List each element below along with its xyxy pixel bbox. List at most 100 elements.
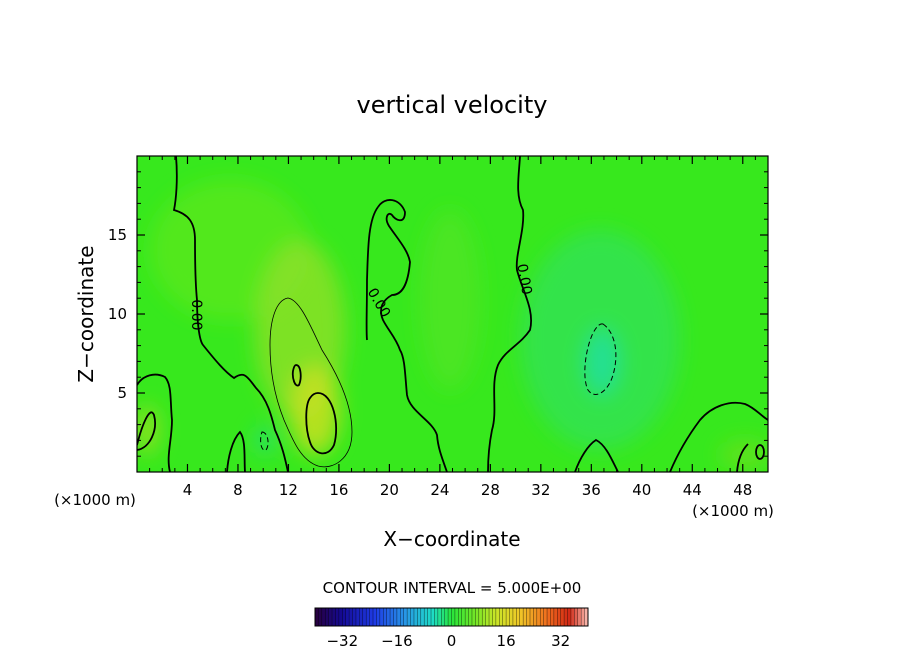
colorbar-cell: [349, 608, 353, 626]
colorbar-cell: [362, 608, 367, 626]
colorbar-cell: [338, 608, 343, 626]
x-tick-label: 24: [430, 481, 449, 499]
colorbar-cell: [523, 608, 527, 626]
colorbar-cell: [342, 608, 347, 626]
shading-right-corner: [720, 440, 768, 470]
colorbar-cell: [383, 608, 387, 626]
colorbar-cell: [386, 608, 391, 626]
y-axis-unit: (×1000 m): [54, 491, 136, 509]
colorbar-cell: [574, 608, 579, 626]
colorbar-cell: [475, 608, 480, 626]
colorbar-cell: [512, 608, 517, 626]
colorbar-cell: [417, 608, 422, 626]
plot-area: 0.00 0.00 0.00: [137, 156, 768, 472]
y-axis-ticks: 5 10 15: [108, 171, 768, 457]
contour-lines: [137, 156, 768, 472]
x-tick-label: 4: [183, 481, 193, 499]
colorbar-cell: [328, 608, 333, 626]
colorbar-cell: [560, 608, 565, 626]
colorbar-cell: [458, 608, 463, 626]
x-tick-label: 36: [582, 481, 601, 499]
colorbar-cell: [557, 608, 561, 626]
colorbar-cell: [584, 608, 589, 626]
colorbar-tick-label: −16: [381, 632, 413, 650]
colorbar-cell: [376, 608, 381, 626]
colorbar-tick-label: 16: [497, 632, 516, 650]
x-tick-label: 32: [531, 481, 550, 499]
colorbar-cell: [379, 608, 384, 626]
x-tick-label: 28: [481, 481, 500, 499]
x-axis-unit: (×1000 m): [692, 502, 774, 520]
colorbar-cell: [509, 608, 514, 626]
colorbar-cell: [315, 608, 319, 626]
contour-positive-thin: [269, 297, 353, 468]
contour-updraft-outer: [269, 297, 353, 468]
colorbar-cell: [516, 608, 521, 626]
colorbar: −32 −16 0 16 32: [314, 607, 589, 650]
y-tick-label: 5: [117, 384, 127, 402]
colorbar-cell: [390, 608, 394, 626]
contour-downdraft-right: [584, 323, 617, 395]
colorbar-cell: [431, 608, 435, 626]
colorbar-ticks: −32 −16 0 16 32: [326, 632, 570, 650]
contour-small-loop-left: [137, 411, 156, 451]
colorbar-cell: [465, 608, 469, 626]
colorbar-cell: [373, 608, 377, 626]
zero-contour-left-inner: [365, 206, 379, 341]
colorbar-cell: [448, 608, 452, 626]
colorbar-cell: [352, 608, 357, 626]
colorbar-cell: [567, 608, 572, 626]
chart-title: vertical velocity: [357, 91, 548, 119]
shading-left-edge: [137, 405, 159, 455]
colorbar-cell: [424, 608, 428, 626]
x-tick-label: 8: [233, 481, 243, 499]
shading-small-downdraft: [255, 426, 275, 454]
colorbar-cell: [434, 608, 439, 626]
colorbar-tick-label: 0: [447, 632, 457, 650]
colorbar-cell: [437, 608, 442, 626]
colorbar-cell: [461, 608, 466, 626]
colorbar-cell: [321, 608, 326, 626]
colorbar-cell: [540, 608, 544, 626]
zero-contour-mid-left: [377, 199, 448, 472]
colorbar-cell: [489, 608, 493, 626]
colorbar-cell: [502, 608, 507, 626]
contour-label-left: 0.00: [188, 299, 204, 330]
zero-contour-right-low: [669, 401, 768, 472]
shading-core-updraft: [290, 365, 340, 455]
colorbar-cell: [482, 608, 486, 626]
colorbar-cell: [441, 608, 445, 626]
colorbar-cell: [403, 608, 408, 626]
x-axis-label: X−coordinate: [383, 527, 520, 551]
colorbar-frame: [314, 607, 589, 627]
zero-contour-mid: [487, 156, 532, 472]
colorbar-tick-label: 32: [551, 632, 570, 650]
y-axis-label: Z−coordinate: [74, 245, 98, 382]
contour-small-loop-right: [755, 444, 765, 460]
colorbar-cell: [427, 608, 432, 626]
colorbar-cell: [454, 608, 459, 626]
colorbar-cell: [345, 608, 350, 626]
contour-updraft-peak-upper: [291, 364, 302, 387]
colorbar-cell: [519, 608, 524, 626]
colorbar-cell: [492, 608, 497, 626]
colorbar-cell: [533, 608, 538, 626]
contour-updraft-peak-lower: [305, 392, 338, 455]
colorbar-cell: [410, 608, 415, 626]
field-shading: [137, 180, 768, 470]
colorbar-cell: [471, 608, 476, 626]
colorbar-cell: [451, 608, 456, 626]
contour-interval-label: CONTOUR INTERVAL = 5.000E+00: [323, 579, 582, 597]
shading-downdraft: [584, 328, 620, 396]
colorbar-cell: [355, 608, 360, 626]
colorbar-cell: [570, 608, 575, 626]
colorbar-cell: [325, 608, 329, 626]
colorbar-cell: [359, 608, 364, 626]
zero-contour-right-low-2: [736, 443, 749, 472]
colorbar-cells: [315, 608, 589, 626]
colorbar-tick-label: −32: [326, 632, 358, 650]
shading-mid-column: [420, 210, 480, 390]
colorbar-cell: [407, 608, 411, 626]
colorbar-cell: [499, 608, 503, 626]
